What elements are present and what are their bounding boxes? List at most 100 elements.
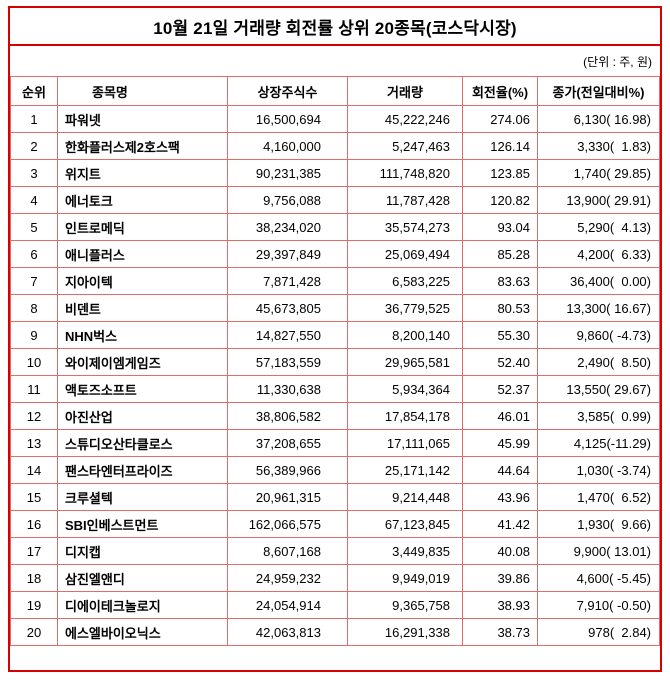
table-row: 19 디에이테크놀로지 24,054,914 9,365,758 38.93 7,910(… <box>10 591 660 619</box>
rank-cell: 17 <box>10 537 58 565</box>
table-row: 14 팬스타엔터프라이즈 56,389,966 25,171,142 44.64 1,03… <box>10 456 660 484</box>
table-title: 10월 21일 거래량 회전률 상위 20종목(코스닥시장) <box>10 8 660 46</box>
turnover-cell: 126.14 <box>462 132 538 160</box>
close-cell: 7,910( -0.50) <box>537 591 660 619</box>
turnover-cell: 120.82 <box>462 186 538 214</box>
turnover-cell: 39.86 <box>462 564 538 592</box>
name-cell: 크루셜텍 <box>57 483 228 511</box>
turnover-cell: 46.01 <box>462 402 538 430</box>
turnover-cell: 83.63 <box>462 267 538 295</box>
table-row: 6 애니플러스 29,397,849 25,069,494 85.28 4,200( 6.… <box>10 240 660 268</box>
rank-cell: 12 <box>10 402 58 430</box>
name-cell: 인트로메딕 <box>57 213 228 241</box>
turnover-cell: 85.28 <box>462 240 538 268</box>
turnover-cell: 43.96 <box>462 483 538 511</box>
rank-cell: 11 <box>10 375 58 403</box>
volume-cell: 17,854,178 <box>347 402 463 430</box>
volume-cell: 8,200,140 <box>347 321 463 349</box>
name-cell: 디에이테크놀로지 <box>57 591 228 619</box>
rank-cell: 1 <box>10 105 58 133</box>
close-cell: 978( 2.84) <box>537 618 660 646</box>
rank-cell: 6 <box>10 240 58 268</box>
table-header: 순위 종목명 상장주식수 거래량 회전율(%) 종가(전일대비%) <box>10 76 660 106</box>
name-cell: 삼진엘앤디 <box>57 564 228 592</box>
listed-shares-cell: 37,208,655 <box>227 429 348 457</box>
name-cell: 비덴트 <box>57 294 228 322</box>
header-rank: 순위 <box>10 76 58 106</box>
close-cell: 9,900( 13.01) <box>537 537 660 565</box>
close-cell: 1,740( 29.85) <box>537 159 660 187</box>
volume-cell: 17,111,065 <box>347 429 463 457</box>
rank-cell: 20 <box>10 618 58 646</box>
rank-cell: 9 <box>10 321 58 349</box>
turnover-cell: 40.08 <box>462 537 538 565</box>
table-row: 1 파워넷 16,500,694 45,222,246 274.06 6,130( 16.… <box>10 105 660 133</box>
listed-shares-cell: 56,389,966 <box>227 456 348 484</box>
header-volume: 거래량 <box>347 76 463 106</box>
name-cell: 스튜디오산타클로스 <box>57 429 228 457</box>
header-close: 종가(전일대비%) <box>537 76 660 106</box>
turnover-cell: 93.04 <box>462 213 538 241</box>
name-cell: 애니플러스 <box>57 240 228 268</box>
volume-cell: 11,787,428 <box>347 186 463 214</box>
volume-cell: 16,291,338 <box>347 618 463 646</box>
listed-shares-cell: 8,607,168 <box>227 537 348 565</box>
name-cell: 에스엘바이오닉스 <box>57 618 228 646</box>
stock-table-panel: 10월 21일 거래량 회전률 상위 20종목(코스닥시장) (단위 : 주, … <box>8 6 662 672</box>
unit-note: (단위 : 주, 원) <box>583 54 652 69</box>
rank-cell: 3 <box>10 159 58 187</box>
close-cell: 4,600( -5.45) <box>537 564 660 592</box>
table-row: 15 크루셜텍 20,961,315 9,214,448 43.96 1,470( 6.5… <box>10 483 660 511</box>
turnover-cell: 123.85 <box>462 159 538 187</box>
volume-cell: 36,779,525 <box>347 294 463 322</box>
close-cell: 36,400( 0.00) <box>537 267 660 295</box>
close-cell: 1,470( 6.52) <box>537 483 660 511</box>
rank-cell: 18 <box>10 564 58 592</box>
volume-cell: 111,748,820 <box>347 159 463 187</box>
turnover-cell: 52.37 <box>462 375 538 403</box>
table-row: 13 스튜디오산타클로스 37,208,655 17,111,065 45.99 4,12… <box>10 429 660 457</box>
turnover-cell: 45.99 <box>462 429 538 457</box>
table-row: 5 인트로메딕 38,234,020 35,574,273 93.04 5,290( 4.… <box>10 213 660 241</box>
volume-cell: 6,583,225 <box>347 267 463 295</box>
turnover-cell: 52.40 <box>462 348 538 376</box>
listed-shares-cell: 90,231,385 <box>227 159 348 187</box>
close-cell: 13,550( 29.67) <box>537 375 660 403</box>
table-row: 8 비덴트 45,673,805 36,779,525 80.53 13,300( 16.… <box>10 294 660 322</box>
rank-cell: 14 <box>10 456 58 484</box>
listed-shares-cell: 4,160,000 <box>227 132 348 160</box>
table-row: 4 에너토크 9,756,088 11,787,428 120.82 13,900( 29… <box>10 186 660 214</box>
close-cell: 1,930( 9.66) <box>537 510 660 538</box>
volume-cell: 9,949,019 <box>347 564 463 592</box>
name-cell: 위지트 <box>57 159 228 187</box>
rank-cell: 7 <box>10 267 58 295</box>
volume-cell: 5,247,463 <box>347 132 463 160</box>
turnover-cell: 55.30 <box>462 321 538 349</box>
rank-cell: 8 <box>10 294 58 322</box>
listed-shares-cell: 162,066,575 <box>227 510 348 538</box>
name-cell: 아진산업 <box>57 402 228 430</box>
name-cell: 한화플러스제2호스팩 <box>57 132 228 160</box>
rank-cell: 19 <box>10 591 58 619</box>
volume-cell: 25,069,494 <box>347 240 463 268</box>
name-cell: 지아이텍 <box>57 267 228 295</box>
table-row: 18 삼진엘앤디 24,959,232 9,949,019 39.86 4,600( -5… <box>10 564 660 592</box>
close-cell: 5,290( 4.13) <box>537 213 660 241</box>
rank-cell: 4 <box>10 186 58 214</box>
turnover-cell: 41.42 <box>462 510 538 538</box>
close-cell: 2,490( 8.50) <box>537 348 660 376</box>
table-row: 20 에스엘바이오닉스 42,063,813 16,291,338 38.73 978( … <box>10 618 660 646</box>
name-cell: 팬스타엔터프라이즈 <box>57 456 228 484</box>
rank-cell: 15 <box>10 483 58 511</box>
rank-cell: 13 <box>10 429 58 457</box>
name-cell: 디지캡 <box>57 537 228 565</box>
listed-shares-cell: 20,961,315 <box>227 483 348 511</box>
volume-cell: 35,574,273 <box>347 213 463 241</box>
turnover-cell: 274.06 <box>462 105 538 133</box>
listed-shares-cell: 57,183,559 <box>227 348 348 376</box>
volume-cell: 9,365,758 <box>347 591 463 619</box>
listed-shares-cell: 38,806,582 <box>227 402 348 430</box>
table-row: 12 아진산업 38,806,582 17,854,178 46.01 3,585( 0.… <box>10 402 660 430</box>
listed-shares-cell: 7,871,428 <box>227 267 348 295</box>
turnover-cell: 80.53 <box>462 294 538 322</box>
